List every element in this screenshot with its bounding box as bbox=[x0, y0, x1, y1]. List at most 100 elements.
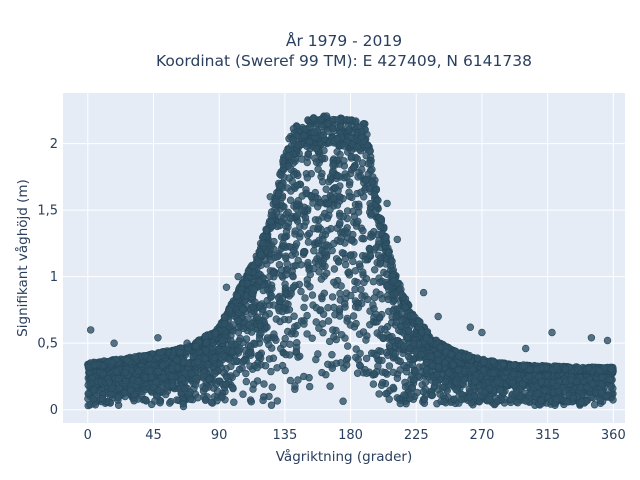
data-point bbox=[343, 224, 351, 232]
data-point bbox=[194, 358, 202, 366]
data-point bbox=[607, 365, 616, 373]
data-point bbox=[510, 361, 518, 369]
data-point bbox=[220, 313, 229, 322]
data-point bbox=[428, 391, 436, 400]
data-point bbox=[246, 342, 255, 350]
data-point bbox=[114, 393, 122, 402]
data-point bbox=[318, 122, 326, 131]
data-point bbox=[339, 397, 347, 405]
data-point bbox=[460, 376, 469, 384]
data-point bbox=[569, 394, 577, 402]
data-point bbox=[447, 350, 455, 359]
data-point bbox=[173, 396, 181, 404]
data-point bbox=[289, 283, 297, 291]
outlier-point bbox=[154, 334, 162, 342]
data-point bbox=[422, 366, 431, 374]
data-point bbox=[267, 218, 275, 226]
data-point bbox=[218, 336, 227, 345]
data-point bbox=[273, 364, 281, 372]
data-point bbox=[381, 369, 390, 377]
data-point bbox=[411, 367, 420, 376]
data-point bbox=[356, 361, 364, 369]
data-point bbox=[227, 362, 235, 371]
data-point bbox=[236, 334, 245, 343]
data-point bbox=[340, 142, 348, 150]
data-point bbox=[363, 369, 371, 377]
data-point bbox=[347, 152, 355, 161]
data-point bbox=[90, 386, 98, 394]
data-point bbox=[304, 150, 312, 159]
data-point bbox=[537, 397, 545, 405]
data-point bbox=[121, 368, 129, 377]
data-point bbox=[609, 396, 617, 404]
data-point bbox=[322, 185, 330, 193]
data-point bbox=[390, 276, 398, 285]
data-point bbox=[314, 260, 323, 268]
data-point bbox=[259, 396, 267, 405]
x-tick-label: 270 bbox=[470, 428, 495, 443]
data-point bbox=[336, 237, 344, 246]
data-point bbox=[334, 116, 342, 124]
data-point bbox=[336, 219, 344, 227]
data-point bbox=[254, 313, 262, 321]
data-point bbox=[366, 251, 374, 259]
data-point bbox=[123, 356, 131, 364]
data-point bbox=[120, 389, 129, 397]
outlier-point bbox=[419, 288, 428, 297]
outlier-point bbox=[86, 326, 95, 334]
x-tick-label: 315 bbox=[535, 428, 560, 443]
data-point bbox=[336, 289, 344, 298]
data-point bbox=[606, 375, 614, 383]
data-point bbox=[389, 383, 397, 392]
data-point bbox=[381, 325, 389, 334]
data-point bbox=[211, 329, 220, 337]
data-point bbox=[366, 147, 374, 155]
data-point bbox=[291, 382, 299, 390]
data-point bbox=[301, 294, 309, 302]
data-point bbox=[421, 378, 430, 386]
data-point bbox=[306, 270, 314, 279]
outlier-point bbox=[548, 328, 556, 337]
data-point bbox=[370, 370, 378, 378]
data-point bbox=[407, 390, 415, 398]
data-point bbox=[146, 367, 154, 375]
data-point bbox=[324, 304, 332, 312]
data-point bbox=[522, 397, 530, 405]
data-point bbox=[141, 374, 150, 382]
data-point bbox=[567, 376, 575, 384]
data-point bbox=[242, 369, 250, 378]
data-point bbox=[337, 282, 345, 290]
data-point bbox=[308, 334, 316, 342]
data-point bbox=[445, 369, 453, 377]
data-point bbox=[520, 362, 529, 370]
data-point bbox=[223, 373, 231, 381]
data-point bbox=[178, 375, 187, 383]
data-point bbox=[343, 207, 352, 215]
data-point bbox=[349, 312, 358, 320]
data-point bbox=[290, 312, 298, 320]
outlier-point bbox=[466, 323, 474, 331]
data-point bbox=[452, 386, 460, 394]
data-point bbox=[554, 387, 563, 395]
data-point bbox=[159, 361, 167, 369]
data-point bbox=[99, 370, 107, 378]
data-point bbox=[187, 369, 196, 378]
data-point bbox=[344, 342, 352, 350]
data-point bbox=[338, 331, 346, 339]
data-point bbox=[131, 353, 139, 361]
data-point bbox=[541, 386, 549, 394]
data-point bbox=[315, 236, 323, 245]
data-point bbox=[346, 192, 354, 201]
data-point bbox=[306, 283, 314, 291]
data-point bbox=[351, 285, 359, 294]
y-tick-label: 1 bbox=[50, 270, 58, 285]
data-point bbox=[365, 245, 374, 253]
data-point bbox=[192, 342, 200, 350]
data-point bbox=[162, 390, 170, 399]
data-point bbox=[485, 395, 493, 403]
data-point bbox=[347, 236, 356, 244]
data-point bbox=[341, 261, 350, 269]
data-point bbox=[261, 312, 270, 320]
data-point bbox=[423, 328, 432, 336]
data-point bbox=[383, 282, 391, 290]
